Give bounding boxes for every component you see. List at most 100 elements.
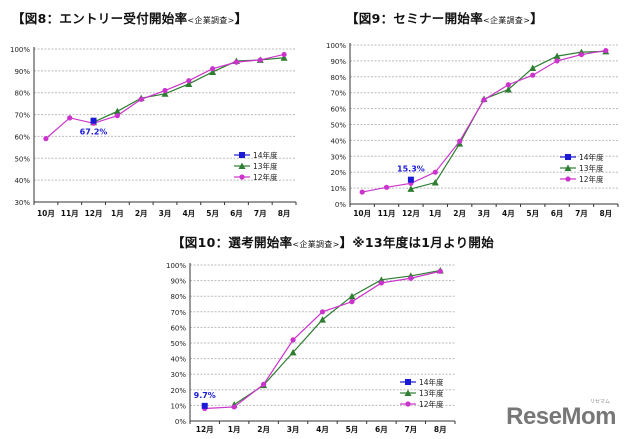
x-tick-label: 12月 [196,425,214,434]
square-marker-icon [407,176,414,183]
legend-label: 13年度 [579,163,604,173]
x-tick-label: 4月 [502,209,515,218]
triangle-marker-icon [504,86,512,93]
x-tick-label: 6月 [230,209,243,218]
square-marker-icon [405,379,411,385]
y-tick-label: 60% [330,106,346,114]
x-tick-label: 3月 [159,209,172,218]
title-main: 【図10：選考開始率 [172,235,293,250]
chart-title: 【図8：エントリー受付開始率<企業調査>】 [12,8,247,27]
x-tick-label: 6月 [375,425,388,434]
resemom-logo: ReseMom [506,403,616,430]
x-tick-label: 1月 [429,209,442,218]
star-marker-icon [186,78,192,84]
y-tick-label: 50% [14,155,30,163]
chart-selection-start-rate: 【図10：選考開始率<企業調査>】※13年度は1月より開始 0% 10% 20% 30… [160,225,494,439]
y-tick-label: 0% [175,418,186,426]
x-tick-label: 8月 [278,209,291,218]
title-sub: <企業調査> [187,16,235,25]
star-marker-icon [481,97,487,103]
triangle-marker-icon [238,162,246,169]
title-main: 【図8：エントリー受付開始率 [12,11,188,26]
y-tick-label: 60% [170,324,186,332]
title-end: 】※13年度は1月より開始 [339,235,495,250]
star-marker-icon [565,176,571,182]
triangle-marker-icon [113,107,121,115]
star-marker-icon [432,169,438,175]
y-tick-label: 70% [14,112,30,120]
chart-entry-start-rate: 【図8：エントリー受付開始率<企業調査>】 30% 40% 50% 60% 70% 80%… [0,0,320,225]
y-tick-label: 40% [170,356,186,364]
triangle-marker-icon [289,348,297,356]
x-tick-label: 12月 [402,209,420,218]
y-tick-label: 100% [326,42,346,50]
chart-title: 【図10：選考開始率<企業調査>】※13年度は1月より開始 [172,232,494,251]
triangle-marker-icon [161,90,169,97]
y-tick-label: 10% [330,185,346,193]
title-sub: <企業調査> [483,16,531,25]
triangle-marker-icon [431,179,439,186]
triangle-marker-icon [553,52,561,60]
star-marker-icon [239,174,245,180]
line-chart-plot: 0% 10% 20% 30% 40% 50% 60% 70% 80% 90% 100% 10月 11月 1… [326,42,619,218]
y-tick-label: 100% [10,46,30,54]
triangle-marker-icon [404,389,412,396]
y-tick-label: 0% [335,201,346,209]
star-marker-icon [349,299,355,305]
star-marker-icon [281,51,287,58]
x-tick-label: 7月 [404,425,417,434]
y-tick-label: 80% [330,74,346,82]
title-sub: <企業調査> [292,240,340,249]
legend-label: 12年度 [579,174,604,184]
y-tick-label: 30% [14,199,30,207]
y-tick-label: 90% [14,68,30,76]
x-tick-label: 7月 [575,209,588,218]
x-tick-label: 2月 [135,209,148,218]
triangle-marker-icon [348,292,356,300]
x-tick-label: 11月 [378,209,396,218]
x-tick-label: 1月 [228,425,241,434]
data-label: 9.7% [194,391,216,400]
triangle-marker-icon [209,68,217,75]
line-chart-plot: 0% 10% 20% 30% 40% 50% 60% 70% 80% 90% 100% 12月 1月 2月… [166,262,456,434]
star-marker-icon [231,404,237,410]
x-tick-label: 8月 [434,425,447,434]
y-tick-label: 80% [170,293,186,301]
title-end: 】 [530,11,544,26]
series-line-12年度 [204,270,441,410]
logo-kana: リセマム [589,399,610,405]
x-tick-label: 4月 [182,209,195,218]
square-marker-icon [565,154,571,160]
star-marker-icon [114,113,120,119]
star-marker-icon [505,82,511,88]
line-chart-plot: 30% 40% 50% 60% 70% 80% 90% 100% 10月 11月 12月 1月 2月 3月… [10,46,297,218]
legend-label: 12年度 [419,399,444,409]
star-marker-icon [162,87,168,94]
y-tick-label: 20% [170,387,186,395]
y-tick-label: 50% [170,340,186,348]
triangle-marker-icon [407,185,415,192]
x-tick-label: 7月 [254,209,267,218]
star-marker-icon [457,138,463,144]
x-tick-label: 5月 [346,425,359,434]
star-marker-icon [261,381,267,387]
chart-seminar-start-rate: 【図9：セミナー開始率<企業調査>】 0% 10% 20% 30% 40% 50% 60% 7… [320,0,640,225]
x-tick-label: 11月 [61,209,79,218]
data-label: 67.2% [80,128,108,137]
star-marker-icon [233,59,240,65]
legend-label: 14年度 [253,150,278,160]
square-marker-icon [239,152,245,158]
x-tick-label: 3月 [478,209,491,218]
star-marker-icon [319,309,326,315]
chart-title: 【図9：セミナー開始率<企業調査>】 [346,8,543,27]
legend-label: 12年度 [253,172,278,182]
x-tick-label: 10月 [37,209,55,218]
y-tick-label: 30% [330,153,346,161]
title-end: 】 [234,11,248,26]
star-marker-icon [578,51,585,58]
star-marker-icon [138,96,144,102]
star-marker-icon [530,72,536,78]
star-marker-icon [43,136,49,142]
y-tick-label: 70% [330,90,346,98]
legend-label: 14年度 [579,152,604,162]
